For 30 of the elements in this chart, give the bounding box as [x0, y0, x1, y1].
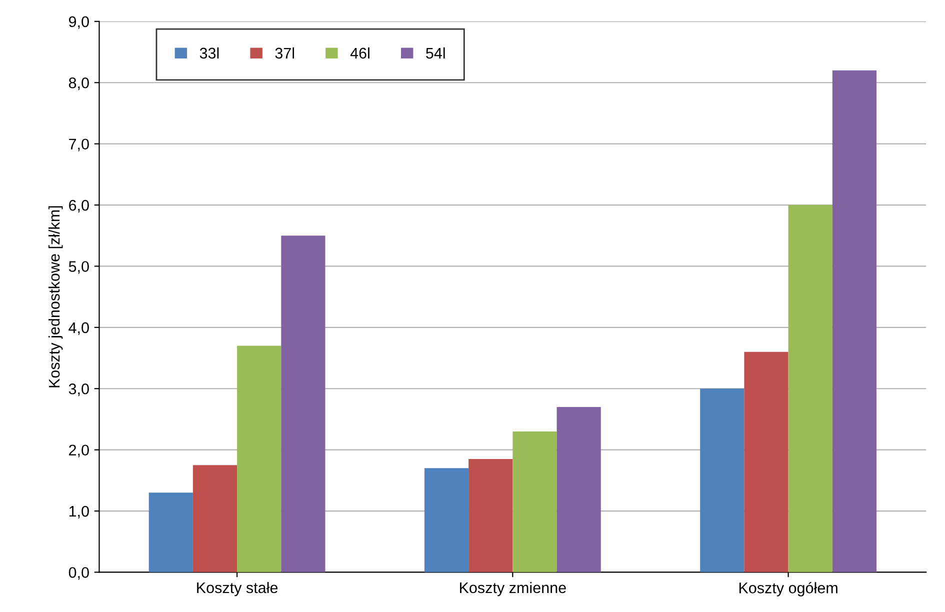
legend-label: 33l: [200, 47, 219, 59]
legend-label: 37l: [275, 47, 294, 59]
legend-label: 46l: [350, 47, 370, 59]
y-tick-label: 3,0: [68, 383, 89, 396]
x-tick-label: Koszty stałe: [197, 582, 278, 596]
legend-label: 54l: [426, 47, 445, 59]
y-tick-label: 7,0: [69, 138, 89, 152]
bar: [281, 236, 326, 572]
x-tick-label: Koszty zmienne: [460, 582, 566, 596]
bar: [237, 346, 282, 572]
x-tick-label: Koszty ogółem: [739, 582, 838, 596]
bar: [788, 205, 832, 572]
y-tick-label: 2,0: [69, 444, 89, 458]
bar: [192, 465, 238, 572]
bar: [512, 431, 557, 572]
y-tick-label: 4,0: [68, 322, 89, 335]
bar: [468, 459, 513, 572]
bar: [148, 492, 193, 572]
bar: [700, 388, 744, 572]
bar: [424, 468, 469, 572]
y-tick-label: 6,0: [69, 200, 89, 213]
y-tick-label: 8,0: [68, 77, 89, 90]
y-tick-label: 0,0: [68, 567, 89, 580]
bar: [556, 406, 601, 572]
bar: [832, 70, 876, 572]
bar: [744, 352, 788, 572]
y-tick-label: 5,0: [68, 261, 89, 274]
y-tick-label: 1,0: [69, 506, 89, 519]
y-axis-title: Koszty jednostkowe [zł/km]: [48, 206, 63, 388]
y-tick-label: 9,0: [68, 16, 89, 29]
